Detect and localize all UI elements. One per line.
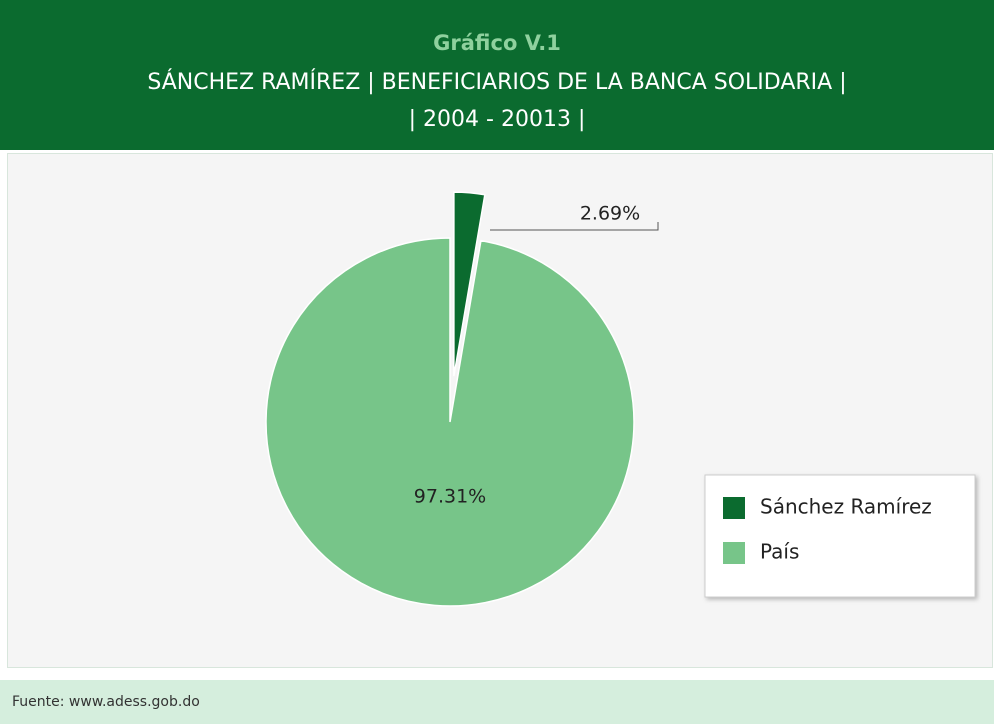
legend-label: País: [760, 540, 799, 564]
leader-line: [490, 222, 659, 231]
data-label: 2.69%: [580, 203, 640, 225]
header: [0, 0, 994, 150]
pie-slice: [265, 237, 635, 607]
chart-subtitle: SÁNCHEZ RAMÍREZ | BENEFICIARIOS DE LA BA…: [147, 69, 846, 95]
chart-title: Gráfico V.1: [433, 31, 561, 55]
legend-label: Sánchez Ramírez: [760, 495, 932, 519]
pie-slice: [453, 191, 486, 377]
data-label: 97.31%: [414, 486, 486, 508]
footer: [0, 680, 994, 724]
legend-swatch: [723, 542, 745, 564]
source-note: Fuente: www.adess.gob.do: [12, 694, 200, 710]
legend: [704, 474, 976, 598]
chart-subtitle: | 2004 - 20013 |: [409, 107, 586, 132]
legend-swatch: [723, 497, 745, 519]
